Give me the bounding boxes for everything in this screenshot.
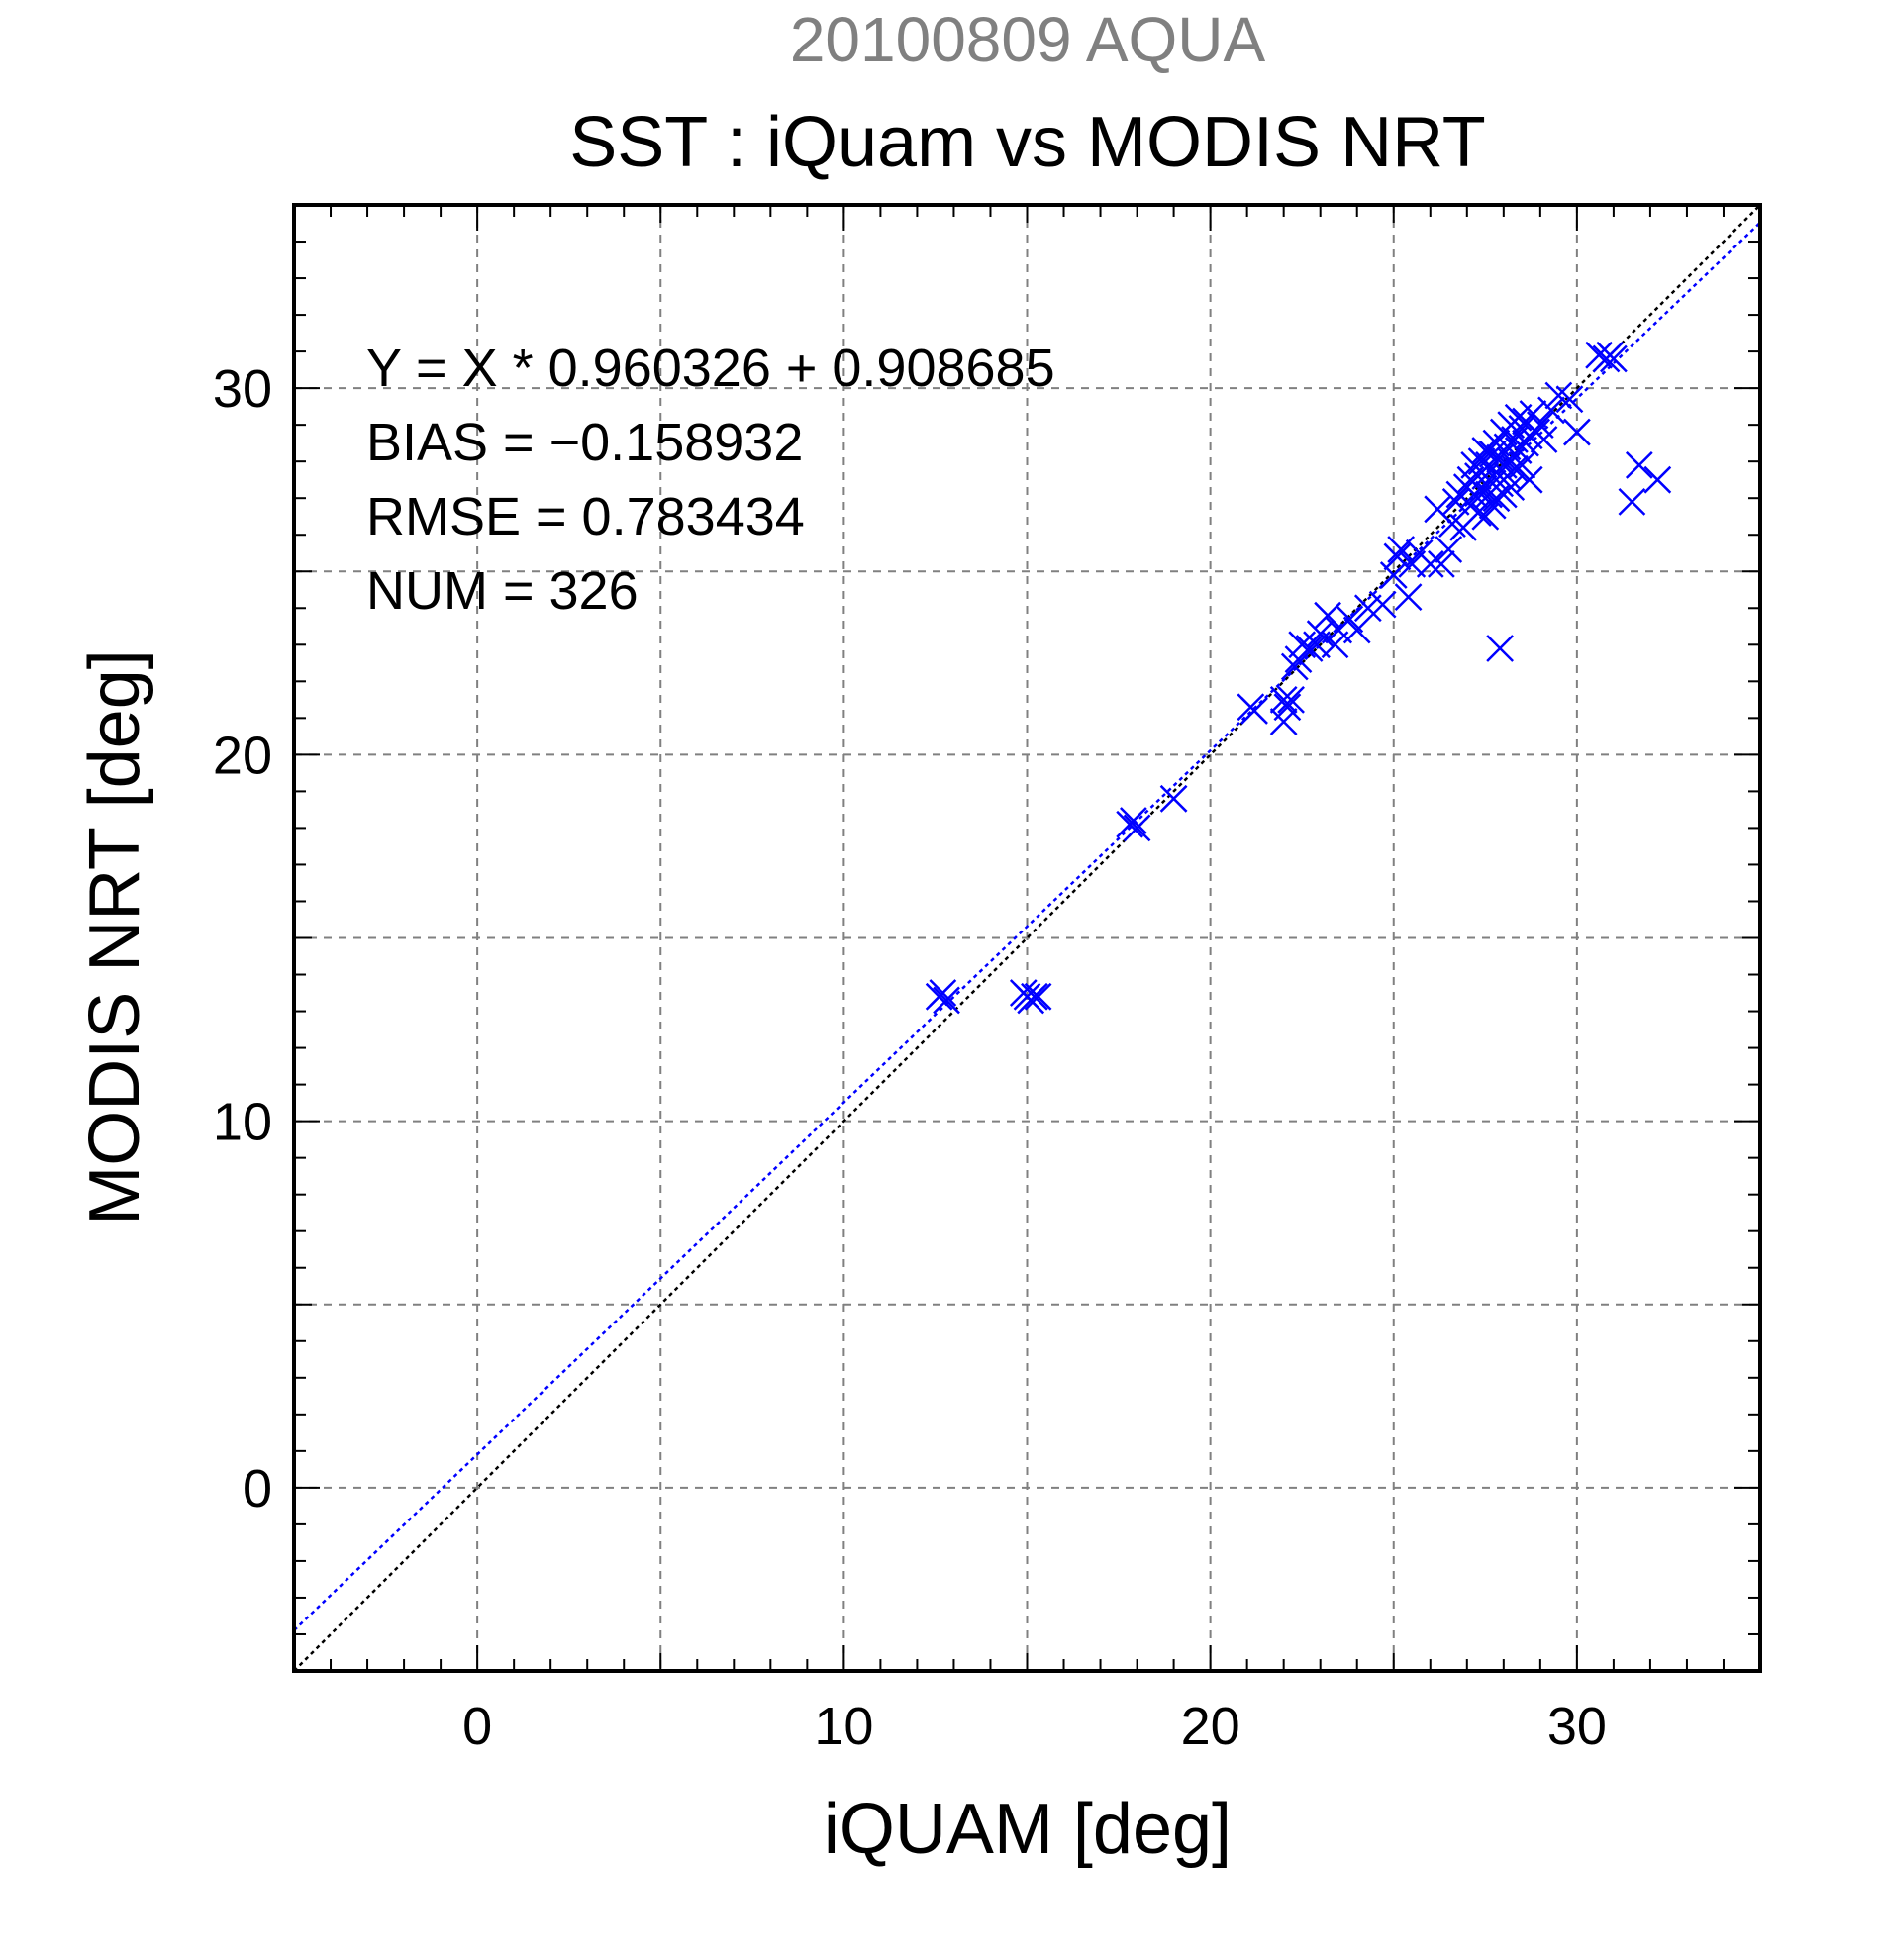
data-point xyxy=(929,979,957,1007)
y-tick-label: 10 xyxy=(213,1093,272,1152)
data-point xyxy=(1306,620,1335,648)
stats-num: NUM = 326 xyxy=(366,561,639,621)
data-point xyxy=(1530,426,1558,453)
data-point xyxy=(1123,814,1151,842)
data-point xyxy=(1277,685,1305,714)
fit-line xyxy=(294,221,1760,1631)
data-point xyxy=(1435,536,1463,563)
data-point xyxy=(1269,708,1298,735)
data-point xyxy=(1562,418,1591,446)
data-point xyxy=(1368,590,1397,619)
data-point xyxy=(1497,473,1526,501)
data-point xyxy=(1501,454,1529,483)
plot-frame xyxy=(292,203,1762,1673)
y-axis-label: MODIS NRT [deg] xyxy=(75,649,154,1225)
tick-labels: 0 10 20 30 0 10 20 30 xyxy=(213,359,1607,1756)
stats-bias: BIAS = −0.158932 xyxy=(366,413,803,472)
y-tick-label: 20 xyxy=(213,726,272,785)
data-point xyxy=(1009,979,1038,1007)
y-tick-label: 0 xyxy=(243,1459,272,1519)
data-points xyxy=(925,341,1672,1015)
x-tick-label: 10 xyxy=(814,1697,873,1756)
data-point xyxy=(1600,344,1628,373)
data-point xyxy=(1269,685,1298,714)
data-point xyxy=(1280,652,1309,681)
data-point xyxy=(1387,536,1416,563)
chart-title: SST : iQuam vs MODIS NRT xyxy=(569,103,1486,182)
data-point xyxy=(1515,465,1543,494)
data-point xyxy=(1486,635,1515,662)
stats-rmse: RMSE = 0.783434 xyxy=(366,487,805,546)
data-point xyxy=(1555,385,1584,414)
data-point xyxy=(1427,549,1455,578)
stats-annotation: Y = X * 0.960326 + 0.908685 BIAS = −0.15… xyxy=(366,339,1055,621)
chart-suptitle: 20100809 AQUA xyxy=(790,4,1266,75)
data-point xyxy=(1159,784,1188,813)
data-point xyxy=(1625,450,1653,479)
data-point xyxy=(1537,396,1565,425)
x-tick-label: 0 xyxy=(462,1697,492,1756)
data-point xyxy=(1416,549,1444,578)
data-point xyxy=(1394,583,1423,612)
data-point xyxy=(1379,561,1408,589)
data-point xyxy=(933,986,960,1015)
data-point xyxy=(1342,616,1371,644)
data-point xyxy=(1288,631,1317,659)
data-point xyxy=(1119,807,1147,834)
x-tick-label: 30 xyxy=(1547,1697,1607,1756)
x-axis-label: iQUAM [deg] xyxy=(824,1790,1232,1869)
y-tick-label: 30 xyxy=(213,359,272,419)
data-point xyxy=(1643,465,1672,494)
grid-lines xyxy=(294,205,1760,1671)
data-point xyxy=(1295,635,1324,662)
stats-fit-line: Y = X * 0.960326 + 0.908685 xyxy=(366,339,1055,398)
data-point xyxy=(1544,381,1573,410)
data-point xyxy=(1240,697,1268,725)
x-tick-label: 20 xyxy=(1181,1697,1240,1756)
data-point xyxy=(1618,488,1646,516)
